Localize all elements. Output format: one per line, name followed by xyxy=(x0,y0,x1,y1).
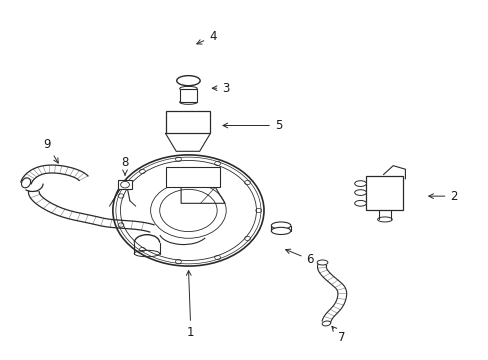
Text: 5: 5 xyxy=(223,119,282,132)
Ellipse shape xyxy=(354,190,366,195)
Ellipse shape xyxy=(271,227,290,234)
Ellipse shape xyxy=(21,178,31,188)
Circle shape xyxy=(121,181,129,188)
Bar xyxy=(179,89,197,102)
Text: 7: 7 xyxy=(331,327,345,344)
Bar xyxy=(366,176,402,211)
Bar xyxy=(118,180,132,189)
Ellipse shape xyxy=(317,260,327,265)
Ellipse shape xyxy=(354,181,366,186)
Text: 4: 4 xyxy=(196,30,216,44)
Ellipse shape xyxy=(322,321,330,326)
Ellipse shape xyxy=(354,201,366,206)
Text: 9: 9 xyxy=(43,138,58,163)
Bar xyxy=(165,111,210,134)
Text: 1: 1 xyxy=(186,271,194,339)
Text: 2: 2 xyxy=(428,190,457,203)
Text: 8: 8 xyxy=(121,156,128,175)
Text: 6: 6 xyxy=(285,249,313,266)
Text: 3: 3 xyxy=(212,82,229,95)
Circle shape xyxy=(113,155,264,266)
Ellipse shape xyxy=(271,222,290,229)
Bar xyxy=(166,167,220,187)
Ellipse shape xyxy=(176,76,200,86)
